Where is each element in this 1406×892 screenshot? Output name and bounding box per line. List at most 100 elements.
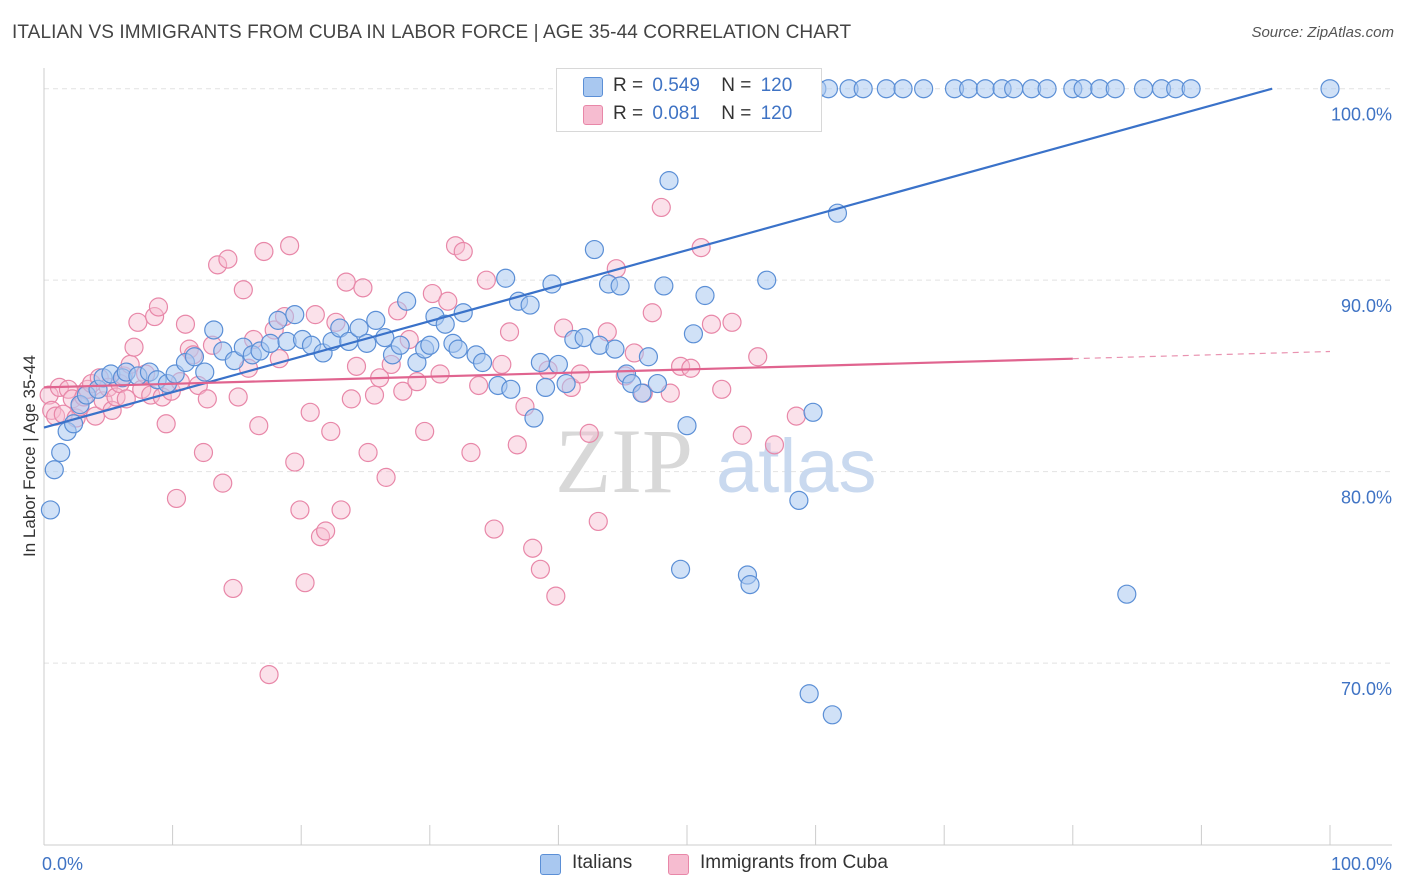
italians-point: [876, 79, 896, 99]
cuba-point: [376, 467, 396, 487]
italians-point: [632, 383, 652, 403]
italians-point: [1181, 79, 1201, 99]
cuba-point: [290, 500, 310, 520]
italians-point: [659, 171, 679, 191]
chart-source: Source: ZipAtlas.com: [1251, 24, 1394, 41]
cuba-point: [197, 389, 217, 409]
italians-point: [435, 314, 455, 334]
y-tick-label: 90.0%: [1341, 296, 1392, 316]
italians-point: [1320, 79, 1340, 99]
cuba-point: [523, 538, 543, 558]
cuba-point: [642, 303, 662, 323]
italians-point: [260, 333, 280, 353]
italians-point: [677, 416, 697, 436]
cuba-point: [316, 521, 336, 541]
cuba-point: [208, 255, 228, 275]
italians-point: [397, 291, 417, 311]
cuba-trend-extension: [1072, 350, 1331, 360]
axes: [43, 68, 1392, 846]
cuba-point: [364, 385, 385, 405]
cuba-point: [701, 314, 722, 334]
italians-point: [204, 320, 224, 340]
italians-point: [803, 402, 823, 422]
cuba-point: [438, 291, 458, 311]
italians-point: [420, 335, 440, 355]
cuba-point: [484, 519, 504, 539]
cuba-point: [331, 500, 351, 520]
italians-point: [638, 347, 659, 367]
italians-point: [799, 684, 819, 704]
cuba-point: [407, 372, 427, 392]
cuba-point: [499, 322, 520, 342]
y-tick-label: 80.0%: [1341, 488, 1392, 508]
cuba-point: [223, 578, 243, 599]
cuba-point: [393, 381, 413, 401]
legend-swatch-pink: [583, 105, 603, 125]
italians-point: [670, 559, 691, 579]
italians-point: [1004, 79, 1024, 99]
italians-point: [496, 268, 516, 288]
italians-point: [827, 203, 848, 223]
legend-text: R = 0.081 N = 120: [613, 103, 792, 125]
cuba-point: [254, 241, 274, 262]
italians-point: [605, 339, 625, 359]
cuba-point: [124, 337, 144, 357]
legend-n-value: 120: [760, 75, 793, 96]
bottom-legend-label: Italians: [572, 852, 633, 873]
cuba-point: [422, 283, 442, 304]
italians-point: [757, 270, 777, 290]
cuba-point: [300, 402, 320, 422]
italians-point: [853, 79, 873, 99]
cuba-point: [144, 306, 165, 327]
italians-point: [224, 350, 244, 371]
legend-n-value: 120: [760, 103, 793, 124]
cuba-point: [58, 379, 79, 399]
italians-point: [285, 305, 305, 325]
chart-title: ITALIAN VS IMMIGRANTS FROM CUBA IN LABOR…: [12, 22, 852, 43]
cuba-point: [353, 278, 373, 298]
cuba-point: [358, 442, 378, 463]
cuba-point: [175, 314, 196, 334]
italians-point: [574, 328, 594, 348]
cuba-point: [469, 375, 489, 396]
correlation-legend: R = 0.549 N = 120 R = 0.081 N = 120: [556, 68, 822, 132]
italians-point: [530, 352, 550, 373]
trend-lines: [43, 87, 1331, 429]
cuba-point: [148, 297, 169, 317]
italians-point: [584, 239, 605, 260]
cuba-point: [336, 272, 356, 292]
italians-trend-line: [43, 87, 1273, 429]
bottom-legend-label: Immigrants from Cuba: [700, 852, 888, 873]
italians-point: [654, 276, 674, 296]
italians-point: [975, 79, 995, 99]
cuba-point: [453, 241, 473, 262]
y-tick-labels: 70.0% 80.0% 90.0% 100.0%: [1331, 105, 1392, 699]
italians-point: [520, 295, 540, 315]
x-tick-label-max: 100.0%: [1331, 854, 1392, 874]
cuba-point: [651, 197, 671, 218]
cuba-point: [39, 385, 59, 405]
legend-n-label: N =: [721, 103, 752, 124]
cuba-point: [156, 414, 176, 434]
cuba-point: [218, 249, 238, 269]
cuba-point: [228, 387, 248, 407]
italians-point: [556, 373, 576, 394]
italians-point: [40, 500, 61, 520]
legend-r-value: 0.549: [652, 75, 700, 96]
italians-point: [366, 310, 386, 330]
italians-point: [610, 276, 630, 296]
cuba-point: [310, 527, 331, 547]
cuba-point: [588, 511, 608, 532]
legend-r-value: 0.081: [652, 103, 700, 124]
cuba-point: [445, 236, 466, 256]
cuba-point: [285, 452, 305, 472]
italians-point: [349, 318, 369, 338]
italians-point: [501, 379, 521, 399]
cuba-point: [570, 364, 590, 384]
cuba-point: [249, 416, 269, 436]
italians-point: [1117, 584, 1137, 604]
italians-point: [195, 362, 215, 382]
legend-text: R = 0.549 N = 120: [613, 75, 792, 97]
cuba-trend-line: [43, 357, 1073, 389]
